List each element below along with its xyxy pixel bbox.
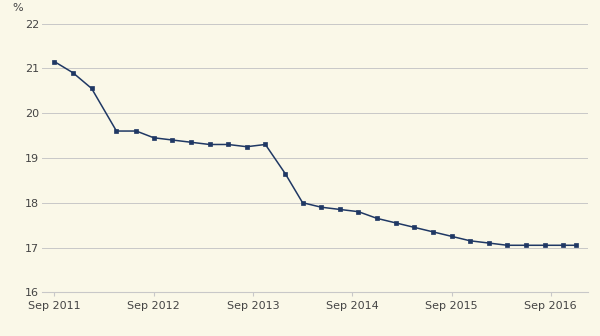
Text: %: % [12,3,23,13]
